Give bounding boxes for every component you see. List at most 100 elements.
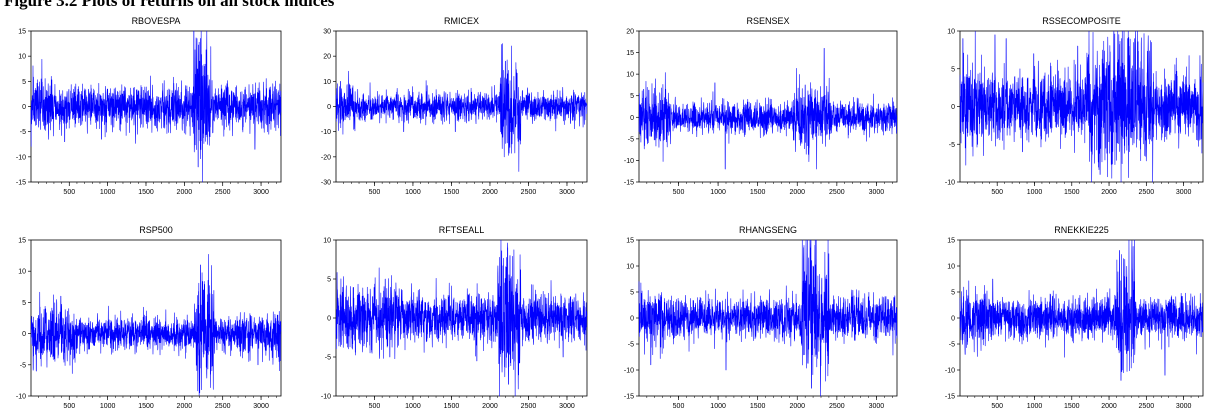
x-tick-label: 1000 [710,403,726,410]
y-tick-label: 20 [323,54,331,61]
x-tick-label: 1500 [1064,189,1080,196]
chart-panel-2: RSENSEX -15 -10 -5 0 5 10 15 20 500 1000 1500 2000 25… [624,16,898,196]
y-tick-label: 10 [626,264,634,271]
x-tick-label: 500 [369,403,381,410]
x-tick-label: 2500 [215,189,231,196]
x-tick-label: 500 [63,403,75,410]
series-line-RBOVESPA [30,30,282,183]
x-tick-label: 1000 [405,189,421,196]
x-tick-label: 3000 [1176,189,1192,196]
y-tick-label: -5 [628,136,634,143]
x-tick-label: 1000 [710,189,726,196]
y-tick-label: 5 [951,66,955,73]
x-tick-label: 1500 [138,189,154,196]
y-tick-label: 0 [22,331,26,338]
x-tick-label: 2000 [482,189,498,196]
series-line-RSSECOMPOSITE [959,30,1204,183]
x-tick-label: 1000 [405,403,421,410]
series-line-RMICEX [335,43,588,172]
y-tick-label: 5 [951,290,955,297]
x-tick-label: 500 [673,189,685,196]
y-tick-label: 10 [323,79,331,86]
x-tick-label: 500 [991,189,1003,196]
x-tick-label: 2500 [215,403,231,410]
x-tick-label: 2500 [829,403,845,410]
x-tick-label: 3000 [869,403,885,410]
x-tick-label: 2000 [1101,403,1117,410]
y-tick-label: -15 [624,180,634,187]
y-tick-label: -10 [624,368,634,375]
y-tick-label: 10 [947,264,955,271]
x-tick-label: 2000 [482,403,498,410]
y-tick-label: 10 [323,238,331,245]
y-tick-label: 5 [22,79,26,86]
x-tick-label: 500 [369,189,381,196]
x-tick-label: 2500 [1139,189,1155,196]
x-tick-label: 2000 [177,403,193,410]
x-tick-label: 1500 [750,189,766,196]
x-tick-label: 1000 [100,189,116,196]
y-tick-label: -15 [624,394,634,401]
x-tick-label: 1000 [1027,403,1043,410]
y-tick-label: 15 [626,238,634,245]
chart-title-0: RBOVESPA [132,16,181,26]
y-tick-label: 5 [22,300,26,307]
y-tick-label: 20 [626,29,634,36]
y-tick-label: -5 [325,355,331,362]
chart-title-4: RSP500 [139,225,173,235]
x-tick-label: 3000 [559,189,575,196]
x-tick-label: 500 [673,403,685,410]
x-tick-label: 2000 [789,189,805,196]
x-tick-label: 1500 [750,403,766,410]
x-tick-label: 2500 [1139,403,1155,410]
x-tick-label: 3000 [869,189,885,196]
y-tick-label: 0 [327,104,331,111]
chart-panel-7: RNEKKIE225 -15 -10 -5 0 5 10 15 500 1000 1500 2000 2… [945,225,1204,410]
plot-frame [30,239,282,397]
chart-panel-6: RHANGSENG -15 -10 -5 0 5 10 15 500 1000 1500 2000 25… [624,225,898,410]
x-tick-label: 2000 [177,189,193,196]
chart-title-7: RNEKKIE225 [1054,225,1109,235]
y-tick-label: 0 [327,316,331,323]
y-tick-label: -10 [321,129,331,136]
y-tick-label: 15 [18,29,26,36]
x-tick-label: 500 [991,403,1003,410]
y-tick-label: 15 [947,238,955,245]
y-tick-label: -10 [16,394,26,401]
y-tick-label: 10 [626,72,634,79]
x-tick-label: 2500 [521,403,537,410]
series-line-RHANGSENG [638,239,898,397]
y-tick-label: 5 [630,93,634,100]
x-tick-label: 2500 [521,189,537,196]
figure-title: Figure 3.2 Plots of returns on all stock… [4,0,335,10]
x-tick-label: 1000 [1027,189,1043,196]
x-tick-label: 3000 [253,403,269,410]
x-tick-label: 2000 [1101,189,1117,196]
y-tick-label: -30 [321,180,331,187]
chart-panel-4: RSP500 -10 -5 0 5 10 15 500 1000 1500 2000 2500 3000 [16,225,282,410]
y-tick-label: -10 [16,154,26,161]
y-tick-label: 5 [327,277,331,284]
x-tick-label: 3000 [1176,403,1192,410]
series-line-RNEKKIE225 [959,239,1204,381]
y-tick-label: -5 [949,142,955,149]
chart-title-6: RHANGSENG [739,225,797,235]
y-tick-label: -10 [945,368,955,375]
y-tick-label: -20 [321,154,331,161]
x-tick-label: 1500 [1064,403,1080,410]
y-tick-label: 10 [18,54,26,61]
chart-panel-1: RMICEX -30 -20 -10 0 10 20 30 500 1000 1500 2000 250… [321,16,588,196]
y-tick-label: -5 [20,129,26,136]
y-tick-label: 0 [951,316,955,323]
x-tick-label: 3000 [559,403,575,410]
chart-title-1: RMICEX [444,16,479,26]
y-tick-label: 10 [947,29,955,36]
x-tick-label: 500 [63,189,75,196]
chart-title-3: RSSECOMPOSITE [1042,16,1121,26]
chart-title-2: RSENSEX [746,16,789,26]
y-tick-label: 5 [630,290,634,297]
y-tick-label: 15 [18,238,26,245]
chart-title-5: RFTSEALL [439,225,485,235]
x-tick-label: 1500 [444,189,460,196]
